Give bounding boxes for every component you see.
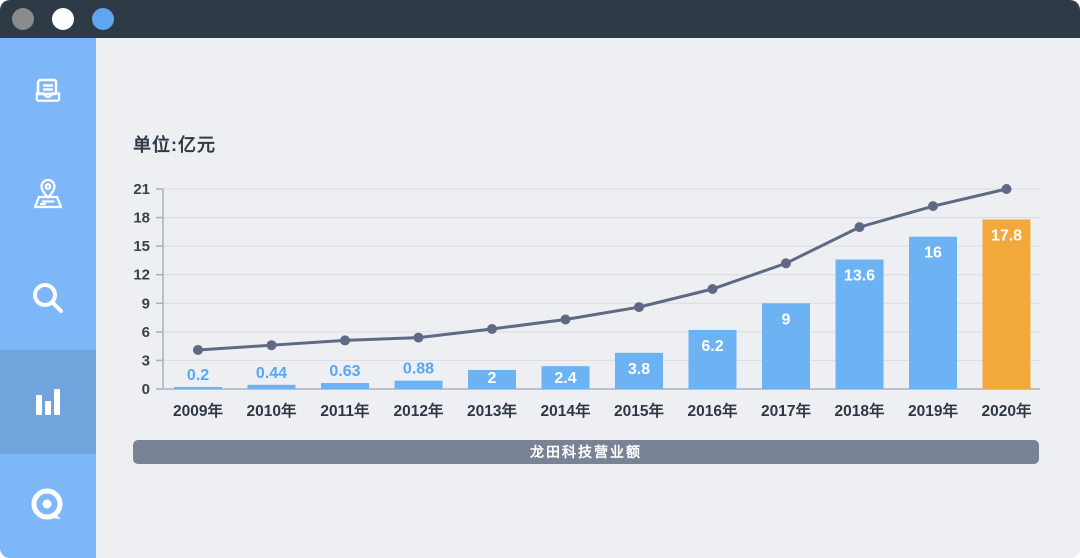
y-tick-label: 6: [142, 324, 150, 341]
trend-point: [781, 258, 791, 269]
bar: [247, 384, 296, 389]
bar-value-label: 6.2: [701, 338, 723, 355]
bar-value-label: 0.44: [256, 365, 287, 382]
trend-point: [340, 335, 350, 346]
x-category-label: 2018年: [835, 401, 885, 420]
sidebar: [0, 38, 96, 558]
x-category-label: 2009年: [173, 401, 223, 420]
bar-value-label: 16: [924, 245, 942, 262]
bar-value-label: 0.63: [329, 363, 360, 380]
y-tick-label: 9: [142, 295, 150, 312]
x-category-label: 2013年: [467, 401, 517, 420]
trend-point: [266, 340, 277, 351]
bar-value-label: 3.8: [628, 361, 650, 378]
trend-point: [193, 344, 203, 355]
titlebar-button-white[interactable]: [52, 8, 74, 30]
trend-point: [413, 332, 424, 343]
sidebar-item-book[interactable]: [0, 38, 96, 142]
bar-value-label: 17.8: [991, 227, 1022, 244]
search-icon: [28, 278, 68, 318]
bar: [909, 236, 957, 389]
x-category-label: 2015年: [614, 401, 664, 420]
bar-value-label: 0.2: [187, 367, 209, 384]
bar-value-label: 2.4: [554, 370, 576, 387]
bar-value-label: 13.6: [844, 267, 875, 284]
bar: [394, 380, 443, 389]
bar: [321, 383, 369, 389]
trend-point: [560, 314, 571, 325]
titlebar-button-blue[interactable]: [92, 8, 114, 30]
titlebar: [0, 0, 1080, 38]
sidebar-item-chart[interactable]: [0, 350, 96, 454]
bar: [615, 352, 663, 389]
revenue-chart: 0 3 6 9 12 15 18 21 0.2 0.44 0.63 0.88 2 2.4 3.8 6.2 9 13…: [133, 181, 1040, 420]
trend-point: [1001, 184, 1012, 194]
bar: [982, 219, 1031, 389]
trend-point: [854, 222, 865, 233]
x-category-label: 2010年: [247, 401, 297, 420]
x-category-label: 2012年: [394, 401, 444, 420]
sidebar-item-map[interactable]: [0, 142, 96, 246]
chart-area: 0 3 6 9 12 15 18 21 0.2 0.44 0.63 0.88 2 2.4 3.8 6.2 9 13…: [130, 170, 1045, 430]
trend-point: [928, 201, 938, 212]
bar-chart-icon: [30, 384, 66, 420]
trend-point: [707, 284, 718, 294]
map-pin-icon: [29, 175, 67, 213]
x-category-label: 2020年: [982, 401, 1032, 420]
bar-value-label: 9: [782, 311, 791, 328]
x-category-label: 2014年: [541, 401, 591, 420]
x-category-label: 2016年: [688, 401, 738, 420]
y-tick-label: 15: [133, 238, 150, 255]
sidebar-item-target[interactable]: [0, 454, 96, 558]
bar-value-label: 0.88: [403, 361, 434, 378]
bar: [688, 329, 737, 389]
y-tick-label: 3: [142, 352, 150, 369]
trend-point: [634, 302, 644, 313]
main-content: 单位:亿元 0 3 6 9 12 15 18 21 0.2 0.44 0.63 0.88 2 2.4 3.8…: [96, 38, 1080, 558]
y-tick-label: 12: [133, 267, 150, 284]
bar: [174, 387, 222, 389]
bar: [541, 366, 590, 389]
x-category-label: 2017年: [761, 401, 811, 420]
bar: [762, 303, 810, 389]
y-tick-label: 21: [133, 181, 150, 198]
y-tick-label: 0: [142, 381, 150, 398]
x-category-label: 2019年: [908, 401, 958, 420]
unit-label: 单位:亿元: [133, 135, 216, 155]
bar: [835, 259, 884, 389]
chart-footer-label: 龙田科技营业额: [133, 440, 1039, 464]
book-icon: [30, 72, 66, 108]
bar-value-label: 2: [488, 370, 497, 387]
titlebar-button-gray[interactable]: [12, 8, 34, 30]
trend-point: [487, 324, 497, 334]
trend-line: [197, 187, 1007, 352]
target-comment-icon: [28, 486, 68, 526]
x-category-label: 2011年: [320, 401, 370, 420]
bar: [468, 369, 516, 389]
sidebar-item-search[interactable]: [0, 246, 96, 350]
y-tick-label: 18: [133, 210, 150, 227]
